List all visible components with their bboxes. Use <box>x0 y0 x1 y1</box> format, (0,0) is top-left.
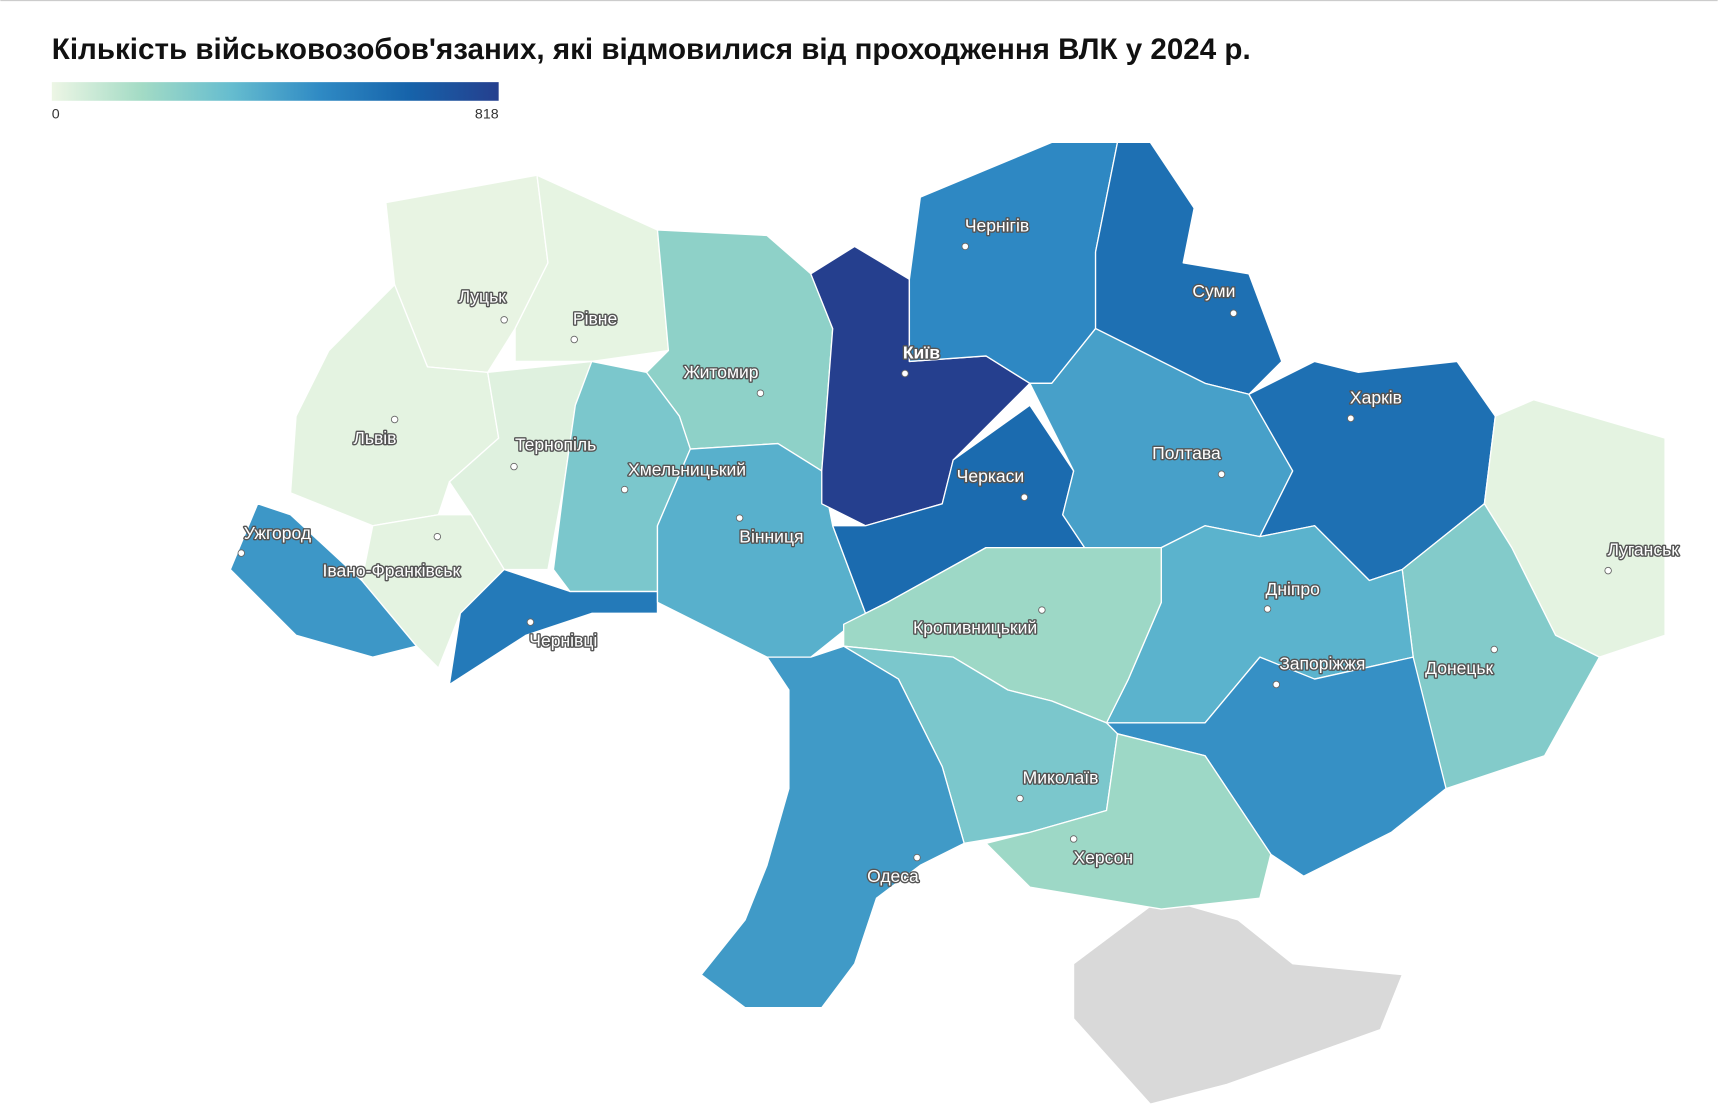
region <box>1094 141 1283 395</box>
city-label: Тернопіль <box>515 434 596 454</box>
city-label: Івано-Франківськ <box>323 560 461 580</box>
legend-min: 0 <box>52 106 60 122</box>
city-label: Львів <box>353 428 396 448</box>
city-dot <box>1263 605 1272 613</box>
city-label: Донецьк <box>1425 658 1493 678</box>
city-label: Чернігів <box>965 215 1029 235</box>
labels: Луцьк Рівне Львів Тернопіль Івано-Франківськ… <box>237 214 1681 887</box>
city-dot <box>1229 309 1238 317</box>
city-label: Рівне <box>573 308 617 328</box>
city-label: Чернівці <box>529 630 597 650</box>
city-label: Суми <box>1192 281 1235 301</box>
city-dot <box>1347 414 1355 423</box>
city-label: Житомир <box>683 362 758 382</box>
city-dot <box>433 532 442 541</box>
city-dot <box>570 335 578 344</box>
city-dot <box>1604 566 1612 575</box>
city-label: Кропивницький <box>913 617 1037 637</box>
city-dot <box>901 369 909 378</box>
city-dot <box>961 242 969 251</box>
city-dot <box>237 549 246 557</box>
city-label: Хмельницький <box>628 460 746 480</box>
city-dot <box>500 316 508 324</box>
city-label: Полтава <box>1152 443 1221 463</box>
region <box>985 733 1272 910</box>
city-label: Миколаїв <box>1023 767 1099 787</box>
city-label: Вінниця <box>739 526 803 546</box>
city-label: Черкаси <box>957 466 1025 486</box>
city-label: Харків <box>1350 387 1402 407</box>
city-dot <box>1272 680 1281 689</box>
city-dot <box>620 485 629 494</box>
city-dot <box>1217 470 1226 478</box>
city-label: Ужгород <box>244 523 311 543</box>
city-dot <box>1490 645 1498 654</box>
city-dot <box>390 415 399 424</box>
city-label: Луцьк <box>459 287 507 307</box>
city-dot <box>1038 606 1046 614</box>
city-dot <box>510 462 518 471</box>
legend-bar <box>51 82 499 101</box>
region <box>229 503 418 658</box>
city-dot <box>1016 794 1024 803</box>
city-label: Херсон <box>1073 847 1133 867</box>
city-label: Київ <box>903 342 940 362</box>
legend-max: 818 <box>475 106 499 122</box>
city-dot <box>756 389 765 397</box>
regions <box>229 141 1666 1009</box>
city-label: Дніпро <box>1266 579 1320 599</box>
city-label: Луганськ <box>1607 540 1679 560</box>
city-label: Одеса <box>867 866 919 886</box>
city-dot <box>1020 493 1029 501</box>
city-dot <box>913 853 921 862</box>
city-dot <box>735 514 744 522</box>
region <box>700 645 965 1009</box>
region <box>656 442 867 658</box>
crimea-no-data <box>1073 897 1404 1104</box>
city-dot <box>1069 835 1078 843</box>
city-label: Запоріжжя <box>1279 653 1365 673</box>
map-title: Кількість військовозобов'язаних, які від… <box>52 33 1251 66</box>
city-dot <box>526 618 535 626</box>
